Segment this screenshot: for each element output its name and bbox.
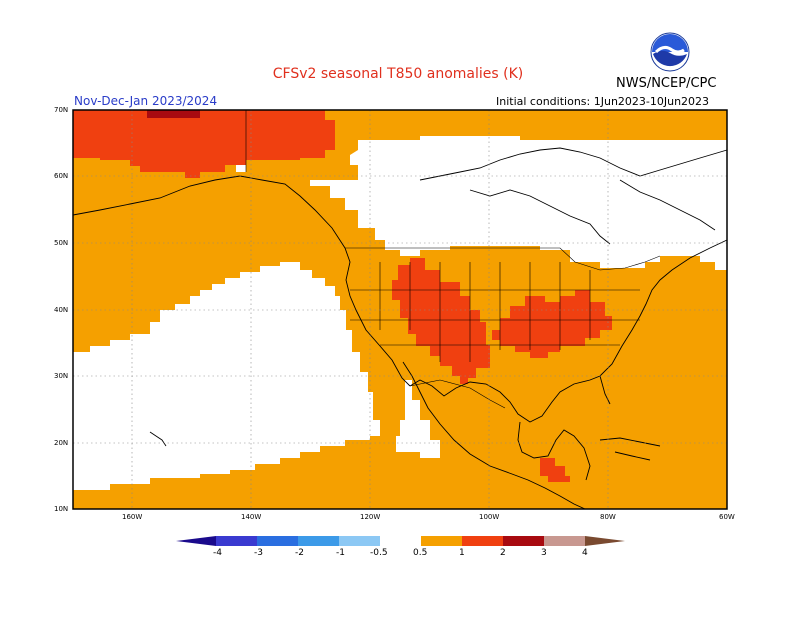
- legend-label: 4: [582, 548, 588, 558]
- anomaly-region-2-3-north: [147, 110, 200, 118]
- legend-label: 3: [541, 548, 547, 558]
- legend-label: -2: [295, 548, 304, 558]
- graticule: [73, 110, 727, 509]
- legend-label: -4: [213, 548, 222, 558]
- noaa-logo: [650, 32, 690, 72]
- lon-label-100w: 100W: [479, 513, 500, 521]
- lat-label-10n: 10N: [54, 505, 69, 513]
- legend-label: -0.5: [370, 548, 388, 558]
- legend-label: 1: [459, 548, 465, 558]
- lat-label-40n: 40N: [54, 306, 69, 314]
- anomaly-region-1-2-east: [492, 290, 612, 358]
- legend-swatch: [339, 536, 380, 546]
- agency-label: NWS/NCEP/CPC: [616, 76, 717, 91]
- legend-arrow-low: [176, 536, 216, 546]
- anomaly-region-1-2-central-america: [540, 458, 570, 482]
- legend-swatch: [216, 536, 257, 546]
- legend-label: 2: [500, 548, 506, 558]
- legend-label: 0.5: [413, 548, 428, 558]
- initial-conditions: Initial conditions: 1Jun2023-10Jun2023: [496, 95, 710, 108]
- lon-label-80w: 80W: [600, 513, 616, 521]
- legend-label: -3: [254, 548, 263, 558]
- lat-label-70n: 70N: [54, 106, 69, 114]
- legend-swatch: [257, 536, 298, 546]
- anomaly-region-1-2-west: [392, 258, 490, 384]
- legend-arrow-high: [585, 536, 625, 546]
- map-frame: [72, 109, 728, 510]
- legend-swatch: [298, 536, 339, 546]
- lon-label-120w: 120W: [360, 513, 381, 521]
- legend-swatch: [380, 536, 421, 546]
- lat-label-20n: 20N: [54, 439, 69, 447]
- legend-swatch: [462, 536, 503, 546]
- coastlines: [72, 147, 728, 510]
- map-title: CFSv2 seasonal T850 anomalies (K): [272, 66, 524, 82]
- forecast-period: Nov-Dec-Jan 2023/2024: [74, 94, 218, 108]
- anomaly-region-1-2-north: [73, 110, 335, 178]
- lat-label-50n: 50N: [54, 239, 69, 247]
- lat-label-60n: 60N: [54, 172, 69, 180]
- legend-swatch: [421, 536, 462, 546]
- lat-label-30n: 30N: [54, 372, 69, 380]
- lon-label-160w: 160W: [122, 513, 143, 521]
- lon-label-60w: 60W: [719, 513, 735, 521]
- lon-label-140w: 140W: [241, 513, 262, 521]
- legend-label: -1: [336, 548, 345, 558]
- borders: [245, 110, 661, 409]
- legend-swatch: [503, 536, 544, 546]
- legend-swatch: [544, 536, 585, 546]
- neutral-region-pacific: [73, 262, 440, 490]
